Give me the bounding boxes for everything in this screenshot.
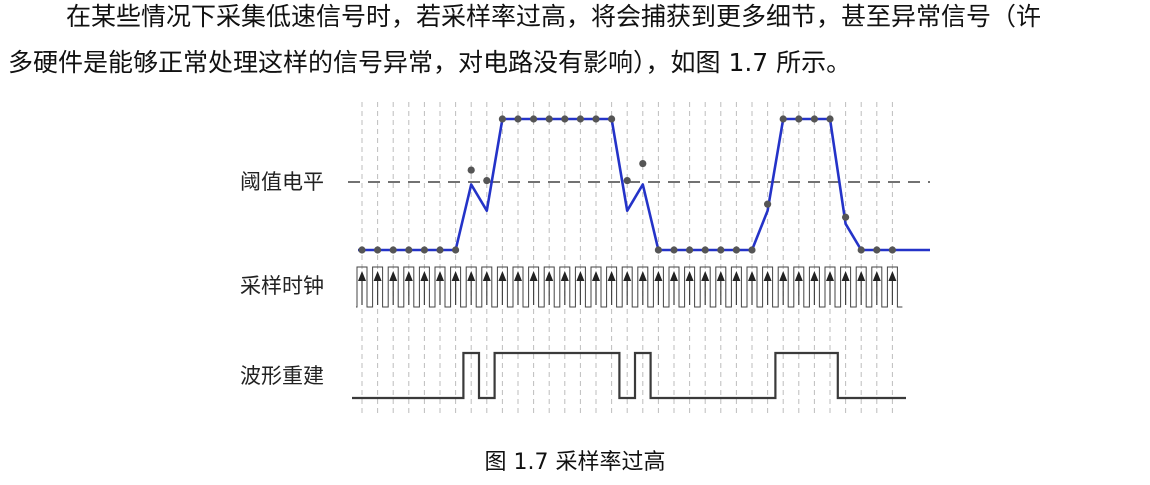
clock-edge-arrow	[607, 271, 616, 281]
clock-edge-arrow	[373, 271, 382, 281]
paragraph-line-1: 在某些情况下采集低速信号时，若采样率过高，将会捕获到更多细节，甚至异常信号（许	[66, 2, 1042, 31]
sample-point	[654, 246, 662, 254]
clock-edge-arrow	[529, 271, 538, 281]
clock-edge-arrow	[888, 271, 897, 281]
sample-point	[686, 246, 694, 254]
reconstructed-waveform	[352, 351, 906, 400]
signal-waveform	[358, 117, 930, 252]
sample-point	[826, 115, 834, 123]
sample-point	[405, 246, 413, 254]
sample-point	[561, 115, 569, 123]
sample-points	[358, 115, 897, 254]
sample-point	[545, 115, 553, 123]
figure-caption: 图 1.7 采样率过高	[484, 450, 666, 475]
sample-guide-lines	[361, 102, 893, 414]
threshold-label: 阈值电平	[240, 170, 324, 194]
sample-point	[576, 115, 584, 123]
sample-point	[842, 213, 850, 221]
sample-point	[717, 246, 725, 254]
sample-point	[701, 246, 709, 254]
sample-point	[670, 246, 678, 254]
clock-edge-arrow	[654, 271, 663, 281]
sample-point	[732, 246, 740, 254]
clock-edge-arrow	[592, 271, 600, 281]
clock-edge-arrow	[545, 271, 554, 281]
sample-point	[888, 246, 897, 254]
sample-point	[810, 115, 819, 123]
clock-edge-arrow	[779, 271, 788, 281]
sampling-clock	[356, 266, 903, 308]
clock-edge-arrow	[716, 271, 725, 281]
clock-edge-arrow	[701, 271, 710, 281]
sample-point	[374, 246, 382, 254]
reconstruct-label: 波形重建	[240, 364, 324, 388]
sample-point	[452, 246, 460, 254]
sample-point	[764, 200, 772, 208]
sample-point	[873, 246, 881, 254]
sample-point	[436, 246, 444, 254]
clock-edge-arrow	[685, 271, 694, 281]
clock-edge-arrow	[358, 271, 366, 281]
sample-point	[795, 115, 803, 123]
clock-edge-arrow	[482, 271, 491, 281]
clock-edge-arrow	[857, 271, 866, 281]
sample-point	[608, 115, 616, 123]
clock-label: 采样时钟	[240, 274, 324, 298]
sample-point	[857, 246, 865, 254]
clock-edge-arrow	[810, 271, 819, 281]
clock-edge-arrow	[638, 271, 647, 281]
sample-point	[639, 159, 647, 168]
clock-edge-arrow	[576, 271, 585, 281]
clock-edge-arrow	[794, 271, 803, 281]
clock-edge-arrow	[872, 271, 881, 281]
clock-edge-arrow	[436, 271, 444, 281]
clock-edge-arrow	[514, 271, 522, 281]
clock-edge-arrow	[498, 271, 507, 281]
clock-edge-arrow	[389, 271, 398, 281]
sample-point	[748, 246, 756, 254]
sample-point	[779, 115, 787, 123]
clock-edge-arrow	[841, 271, 850, 281]
clock-edge-arrow	[748, 271, 756, 281]
clock-edge-arrow	[404, 271, 413, 281]
sample-point	[623, 176, 631, 185]
clock-edge-arrow	[420, 271, 429, 281]
paragraph-line-2: 多硬件是能够正常处理这样的信号异常，对电路没有影响），如图 1.7 所示。	[8, 48, 852, 77]
sample-point	[530, 115, 538, 123]
clock-edge-arrow	[670, 271, 678, 281]
sample-point	[498, 115, 506, 123]
clock-edge-arrow	[826, 271, 834, 281]
sample-point	[467, 166, 475, 174]
sample-point	[358, 246, 366, 254]
sample-point	[592, 115, 600, 123]
clock-edge-arrow	[763, 271, 772, 281]
clock-edge-arrow	[623, 271, 632, 281]
sample-point	[420, 246, 428, 254]
oversampling-figure: 阈值电平 采样时钟 波形重建	[230, 96, 930, 416]
sample-point	[514, 115, 522, 123]
clock-edge-arrow	[467, 271, 476, 281]
clock-edge-arrow	[732, 271, 741, 281]
sample-point	[389, 246, 397, 254]
timing-diagram	[348, 102, 930, 414]
clock-pulse-train	[356, 266, 903, 308]
clock-edge-arrow	[560, 271, 569, 281]
sample-point	[483, 176, 491, 185]
clock-edge-arrow	[451, 271, 460, 281]
